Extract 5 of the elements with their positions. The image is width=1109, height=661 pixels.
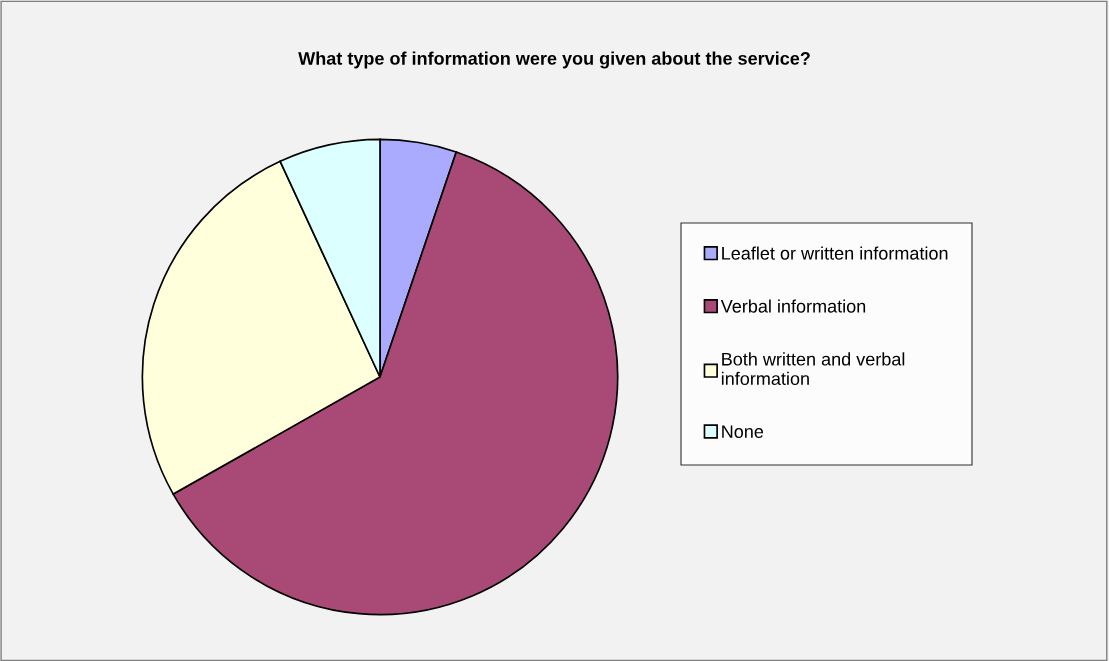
legend-label: Leaflet or written information bbox=[722, 246, 948, 260]
legend-label: Both written and verbal information bbox=[721, 352, 905, 386]
legend-label: Verbal information bbox=[720, 299, 866, 313]
chart-title: What type of information were you given about the service? bbox=[298, 51, 810, 69]
legend-label: None bbox=[722, 425, 764, 438]
